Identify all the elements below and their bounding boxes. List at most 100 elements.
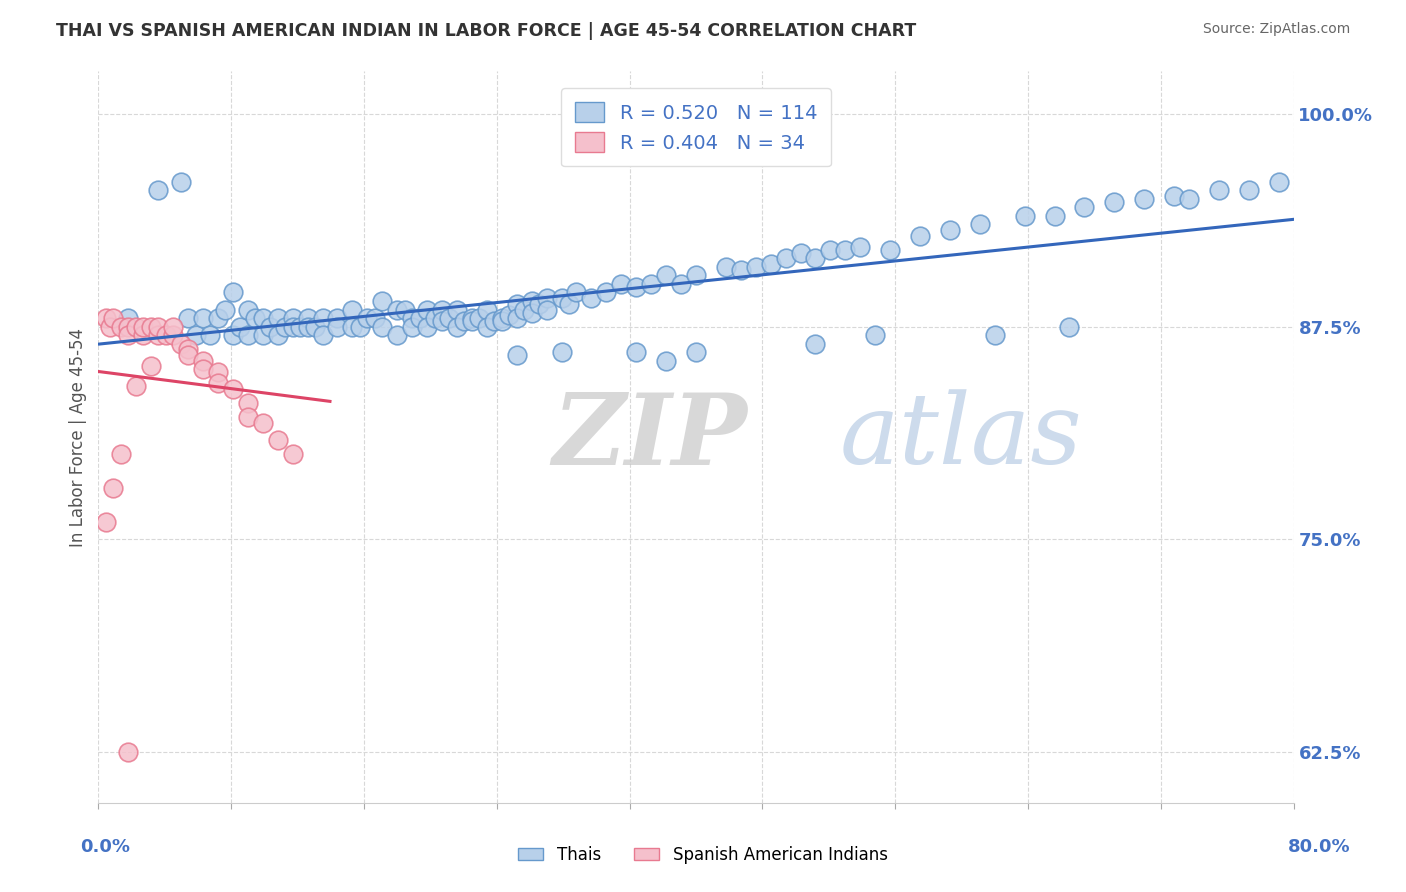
Point bbox=[745, 260, 768, 274]
Point bbox=[394, 302, 416, 317]
Point bbox=[446, 319, 468, 334]
Point bbox=[259, 319, 281, 334]
Point bbox=[430, 302, 453, 317]
Point bbox=[804, 252, 827, 266]
Point bbox=[103, 481, 125, 495]
Point bbox=[297, 319, 319, 334]
Point bbox=[311, 328, 333, 343]
Point bbox=[849, 239, 872, 253]
Point bbox=[267, 311, 290, 326]
Point bbox=[550, 345, 572, 359]
Point bbox=[191, 311, 214, 326]
Point bbox=[1014, 209, 1036, 223]
Point bbox=[1208, 183, 1230, 197]
Point bbox=[461, 314, 484, 328]
Point bbox=[326, 319, 349, 334]
Point bbox=[714, 260, 737, 274]
Point bbox=[1237, 183, 1260, 197]
Point bbox=[453, 314, 475, 328]
Text: 0.0%: 0.0% bbox=[80, 838, 131, 855]
Point bbox=[229, 319, 252, 334]
Point bbox=[626, 280, 648, 294]
Point bbox=[342, 302, 364, 317]
Point bbox=[1104, 195, 1126, 210]
Point bbox=[536, 291, 558, 305]
Point bbox=[820, 243, 842, 257]
Point bbox=[513, 302, 536, 317]
Point bbox=[177, 342, 200, 356]
Point bbox=[536, 302, 558, 317]
Point bbox=[371, 293, 394, 308]
Point bbox=[117, 319, 139, 334]
Point bbox=[595, 285, 617, 300]
Point bbox=[520, 293, 543, 308]
Point bbox=[491, 314, 513, 328]
Point bbox=[879, 243, 901, 257]
Point bbox=[98, 319, 122, 334]
Point bbox=[416, 319, 439, 334]
Point bbox=[655, 268, 678, 283]
Point bbox=[610, 277, 633, 291]
Point bbox=[789, 246, 811, 260]
Point bbox=[401, 311, 423, 326]
Point bbox=[520, 306, 543, 320]
Point bbox=[939, 222, 962, 236]
Point bbox=[342, 319, 364, 334]
Point bbox=[430, 314, 453, 328]
Point bbox=[236, 328, 259, 343]
Point bbox=[252, 311, 274, 326]
Point bbox=[326, 311, 349, 326]
Point bbox=[461, 311, 484, 326]
Point bbox=[640, 277, 662, 291]
Point bbox=[669, 277, 692, 291]
Point bbox=[685, 345, 707, 359]
Point bbox=[214, 302, 236, 317]
Point bbox=[364, 311, 387, 326]
Point bbox=[288, 319, 311, 334]
Point bbox=[236, 302, 259, 317]
Point bbox=[207, 311, 229, 326]
Text: ZIP: ZIP bbox=[553, 389, 748, 485]
Point bbox=[1133, 192, 1156, 206]
Point bbox=[139, 359, 162, 373]
Point bbox=[439, 311, 461, 326]
Point bbox=[550, 291, 572, 305]
Point bbox=[139, 319, 162, 334]
Point bbox=[177, 348, 200, 362]
Text: atlas: atlas bbox=[839, 390, 1083, 484]
Point bbox=[103, 311, 125, 326]
Point bbox=[385, 328, 409, 343]
Point bbox=[498, 308, 520, 322]
Point bbox=[162, 319, 184, 334]
Point bbox=[371, 319, 394, 334]
Legend: Thais, Spanish American Indians: Thais, Spanish American Indians bbox=[512, 839, 894, 871]
Text: THAI VS SPANISH AMERICAN INDIAN IN LABOR FORCE | AGE 45-54 CORRELATION CHART: THAI VS SPANISH AMERICAN INDIAN IN LABOR… bbox=[56, 22, 917, 40]
Point bbox=[304, 319, 326, 334]
Point bbox=[274, 319, 297, 334]
Point bbox=[759, 256, 782, 270]
Text: 80.0%: 80.0% bbox=[1288, 838, 1350, 855]
Point bbox=[484, 314, 506, 328]
Point bbox=[236, 409, 259, 424]
Point bbox=[148, 328, 170, 343]
Point bbox=[245, 311, 267, 326]
Point bbox=[125, 379, 148, 393]
Point bbox=[385, 302, 409, 317]
Point bbox=[408, 311, 430, 326]
Point bbox=[155, 328, 177, 343]
Point bbox=[110, 319, 132, 334]
Point bbox=[169, 336, 191, 351]
Point bbox=[281, 311, 304, 326]
Point bbox=[125, 319, 148, 334]
Point bbox=[834, 243, 856, 257]
Point bbox=[527, 297, 550, 311]
Point bbox=[207, 376, 229, 390]
Point bbox=[281, 319, 304, 334]
Point bbox=[1163, 188, 1185, 202]
Point bbox=[184, 328, 207, 343]
Y-axis label: In Labor Force | Age 45-54: In Labor Force | Age 45-54 bbox=[69, 327, 87, 547]
Point bbox=[558, 297, 581, 311]
Point bbox=[117, 745, 139, 759]
Point bbox=[200, 328, 222, 343]
Point bbox=[1267, 175, 1289, 189]
